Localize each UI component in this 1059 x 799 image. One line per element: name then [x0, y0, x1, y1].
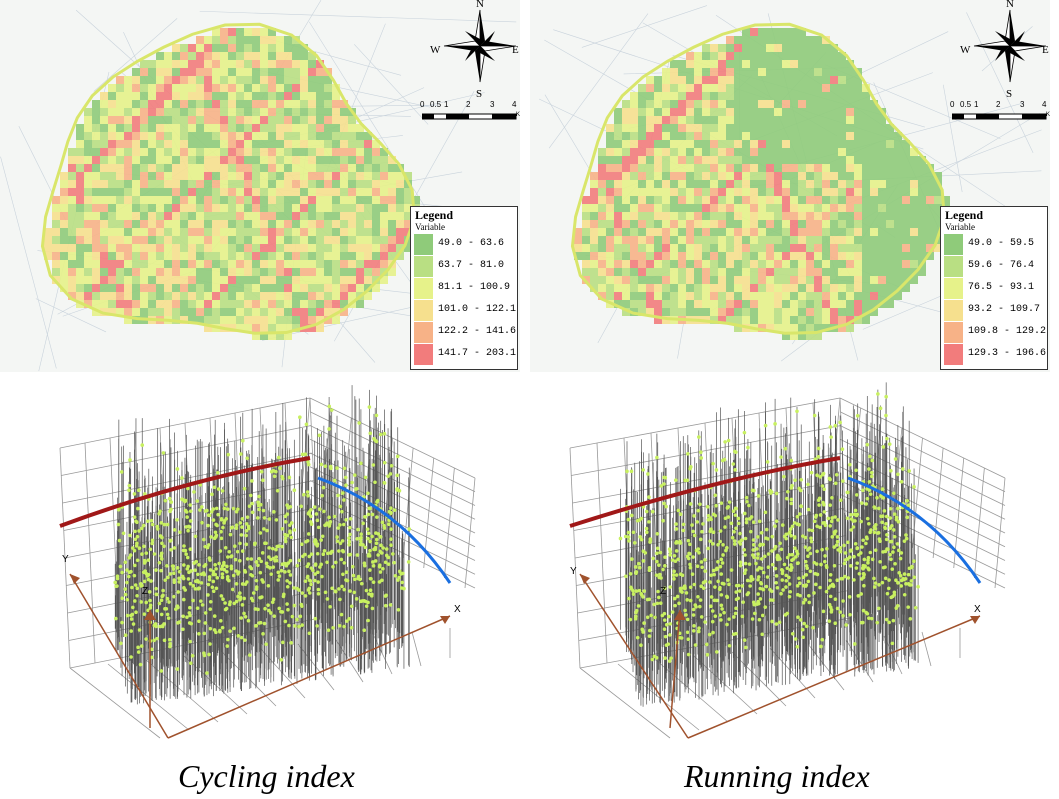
legend-swatch: [414, 234, 433, 255]
legend-label: 76.5 - 93.1: [968, 282, 1035, 293]
legend-label: 141.7 - 203.1: [438, 348, 517, 359]
axis-arrows: [579, 573, 981, 739]
legend-label: 122.2 - 141.6: [438, 326, 517, 337]
scale-unit: Km: [516, 112, 520, 118]
legend-swatch: [414, 300, 433, 321]
running-3d-plot: Y X Z: [530, 378, 1050, 758]
compass-w-label: W: [430, 44, 441, 56]
axis-arrows: [69, 573, 451, 739]
scale-unit: Km: [1046, 112, 1050, 118]
z-axis-label: Z: [142, 586, 149, 597]
legend-item: 59.6 - 76.4: [944, 256, 1044, 277]
compass-n-label: N: [476, 0, 484, 10]
blue-curve: [317, 476, 452, 584]
legend-swatch: [944, 278, 963, 299]
legend-swatch: [944, 256, 963, 277]
grid-cells: [574, 28, 950, 340]
scale-bar: 0 0.5 1 2 3 4 Km: [950, 100, 1050, 130]
red-curve: [59, 456, 311, 528]
compass-e-label: E: [512, 44, 519, 56]
x-axis-label: X: [974, 604, 981, 615]
legend-swatch: [414, 322, 433, 343]
north-arrow-icon: [970, 6, 1050, 86]
cycling-caption: Cycling index: [178, 758, 355, 794]
cycling-index-map: N S E W 0 0.5 1 2 3 4 Km Legend Variable…: [0, 0, 520, 372]
legend-item: 122.2 - 141.6: [414, 322, 517, 343]
scale-tick: 3: [490, 100, 495, 109]
legend-item: 49.0 - 63.6: [414, 234, 514, 255]
running-caption: Running index: [684, 758, 870, 794]
cycling-3d-plot: Y X Z: [0, 378, 520, 758]
legend-title: Legend: [945, 208, 984, 222]
legend-label: 81.1 - 100.9: [438, 282, 511, 293]
legend-item: 109.8 - 129.2: [944, 322, 1047, 343]
index-points: [618, 392, 920, 663]
legend-swatch: [944, 322, 963, 343]
compass-s-label: S: [476, 88, 483, 100]
city-boundary: [570, 22, 946, 335]
scale-tick: 0: [950, 100, 955, 109]
legend-item: 49.0 - 59.5: [944, 234, 1044, 255]
city-boundary: [40, 22, 416, 335]
legend-swatch: [414, 344, 433, 365]
index-points: [113, 404, 412, 675]
compass-n-label: N: [1006, 0, 1014, 10]
scale-tick: 3: [1020, 100, 1025, 109]
running-grid-map: [538, 5, 1042, 362]
scale-tick: 4: [512, 100, 517, 109]
legend-item: 141.7 - 203.1: [414, 344, 517, 365]
legend-label: 109.8 - 129.2: [968, 326, 1047, 337]
legend-item: 81.1 - 100.9: [414, 278, 514, 299]
legend-item: 93.2 - 109.7: [944, 300, 1044, 321]
legend-item: 101.0 - 122.1: [414, 300, 517, 321]
red-curve: [569, 456, 841, 528]
x-axis-label: X: [454, 604, 461, 615]
legend-variable: Variable: [415, 222, 445, 232]
scale-tick: 2: [996, 100, 1001, 109]
legend-label: 129.3 - 196.6: [968, 348, 1047, 359]
legend-swatch: [414, 278, 433, 299]
legend-label: 101.0 - 122.1: [438, 304, 517, 315]
spike-bars: [114, 385, 410, 705]
compass-s-label: S: [1006, 88, 1013, 100]
map-legend: Legend Variable 49.0 - 63.6 63.7 - 81.0 …: [410, 206, 518, 370]
cycling-3d-canvas: [59, 385, 476, 739]
north-arrow-icon: [440, 6, 520, 86]
legend-label: 49.0 - 63.6: [438, 238, 505, 249]
legend-swatch: [944, 344, 963, 365]
legend-title: Legend: [415, 208, 454, 222]
map-legend: Legend Variable 49.0 - 59.5 59.6 - 76.4 …: [940, 206, 1048, 370]
scale-tick: 1: [444, 100, 449, 109]
compass-w-label: W: [960, 44, 971, 56]
legend-item: 76.5 - 93.1: [944, 278, 1044, 299]
legend-label: 49.0 - 59.5: [968, 238, 1035, 249]
cycling-grid-map: [0, 0, 517, 372]
legend-label: 63.7 - 81.0: [438, 260, 505, 271]
scale-tick: 0.5: [960, 100, 972, 109]
scale-tick: 0.5: [430, 100, 442, 109]
legend-swatch: [944, 300, 963, 321]
running-index-map: N S E W 0 0.5 1 2 3 4 Km Legend Variable…: [530, 0, 1050, 372]
y-axis-label: Y: [62, 554, 69, 565]
y-axis-label: Y: [570, 566, 577, 577]
z-axis-label: Z: [660, 586, 667, 597]
legend-swatch: [944, 234, 963, 255]
scale-tick: 0: [420, 100, 425, 109]
scale-tick: 1: [974, 100, 979, 109]
running-3d-canvas: [569, 382, 1006, 739]
grid-cells: [44, 28, 420, 340]
compass-e-label: E: [1042, 44, 1049, 56]
blue-curve: [847, 476, 982, 584]
legend-variable: Variable: [945, 222, 975, 232]
legend-swatch: [414, 256, 433, 277]
scale-tick: 2: [466, 100, 471, 109]
legend-label: 59.6 - 76.4: [968, 260, 1035, 271]
legend-label: 93.2 - 109.7: [968, 304, 1041, 315]
scale-tick: 4: [1042, 100, 1047, 109]
legend-item: 63.7 - 81.0: [414, 256, 514, 277]
legend-item: 129.3 - 196.6: [944, 344, 1047, 365]
scale-bar: 0 0.5 1 2 3 4 Km: [420, 100, 520, 130]
